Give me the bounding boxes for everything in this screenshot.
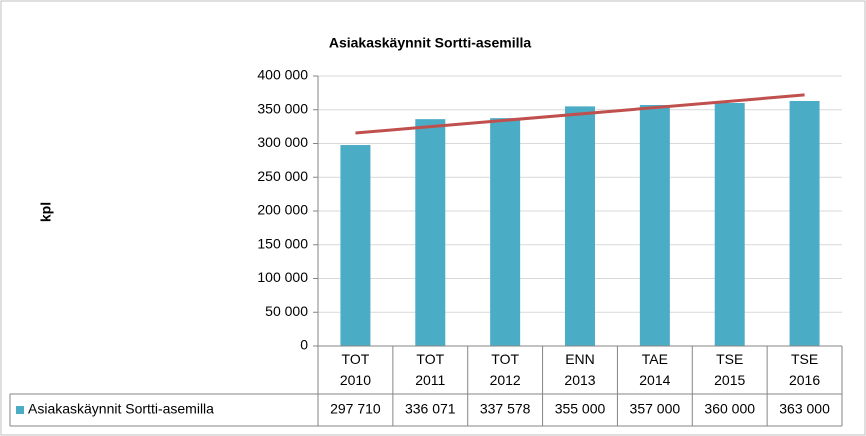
bar <box>340 145 371 346</box>
x-tick-label: TAE 2014 <box>639 351 670 388</box>
y-tick-label: 100 000 <box>257 269 308 285</box>
y-tick-label: 150 000 <box>257 235 308 251</box>
data-table-value: 363 000 <box>779 401 830 417</box>
bar <box>565 106 595 346</box>
y-tick-label: 350 000 <box>257 100 308 116</box>
data-table-value: 336 071 <box>405 401 456 417</box>
x-tick-label: TOT 2011 <box>415 351 445 388</box>
x-tick-label: TSE 2015 <box>714 351 745 388</box>
data-table-value: 355 000 <box>555 401 606 417</box>
legend-label: Asiakaskäynnit Sortti-asemilla <box>28 401 214 417</box>
data-table-value: 357 000 <box>630 401 681 417</box>
data-table-value: 360 000 <box>704 401 755 417</box>
data-table-value: 337 578 <box>480 401 531 417</box>
y-tick-label: 250 000 <box>257 168 308 184</box>
bar <box>789 100 820 346</box>
x-tick-label: ENN 2013 <box>564 351 595 388</box>
data-table-value: 297 710 <box>330 401 381 417</box>
y-tick-label: 400 000 <box>257 67 308 83</box>
y-tick-label: 50 000 <box>265 303 308 319</box>
y-tick-label: 200 000 <box>257 202 308 218</box>
y-axis-label: kpl <box>38 202 54 222</box>
bar <box>415 119 446 347</box>
x-tick-label: TOT 2012 <box>490 351 521 388</box>
y-tick-label: 300 000 <box>257 134 308 150</box>
legend-swatch <box>16 406 24 414</box>
x-tick-label: TSE 2016 <box>789 351 820 388</box>
chart-title: Asiakaskäynnit Sortti-asemilla <box>329 35 532 51</box>
bar <box>490 118 521 346</box>
x-tick-label: TOT 2010 <box>340 351 371 388</box>
trendline <box>355 93 805 135</box>
bar <box>714 103 745 346</box>
y-tick-label: 0 <box>300 337 308 353</box>
bar <box>639 105 670 347</box>
